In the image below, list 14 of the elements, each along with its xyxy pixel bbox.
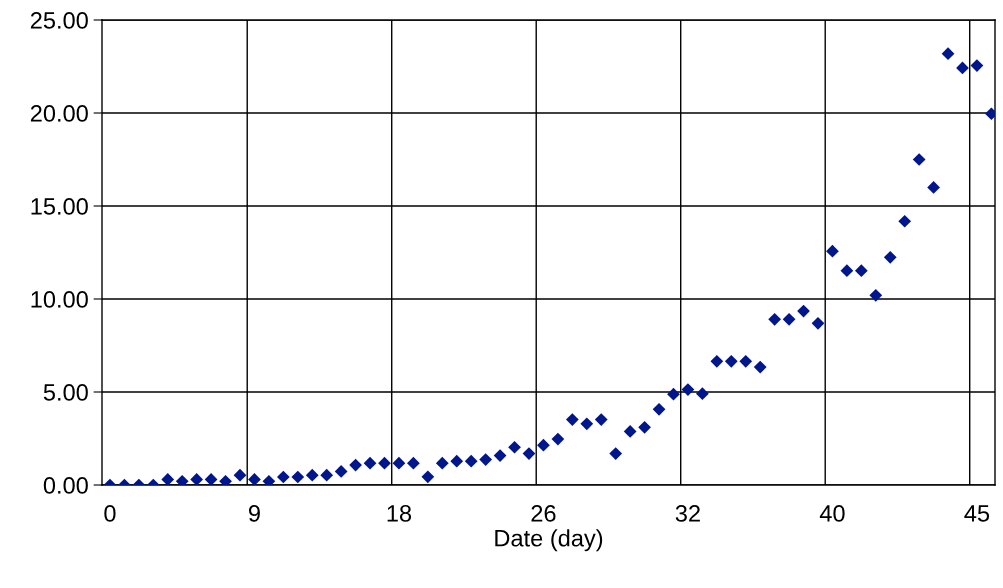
x-tick-label: 40	[819, 505, 845, 522]
y-tick-label: 0.00	[43, 477, 88, 494]
y-tick-label: 25.00	[30, 12, 88, 29]
y-tick-label: 10.00	[31, 291, 88, 308]
x-tick-label: 0	[104, 505, 116, 522]
y-tick-label: 5.00	[43, 384, 88, 401]
x-tick-label: 45	[964, 505, 990, 522]
y-tick-label: 15.00	[31, 198, 88, 215]
x-axis-title: Date (day)	[495, 529, 603, 552]
y-tick-label: 20.00	[30, 105, 88, 122]
x-tick-label: 9	[248, 505, 260, 522]
x-tick-label: 26	[531, 505, 556, 522]
x-tick-label: 18	[387, 505, 412, 522]
x-tick-label: 32	[675, 505, 700, 522]
